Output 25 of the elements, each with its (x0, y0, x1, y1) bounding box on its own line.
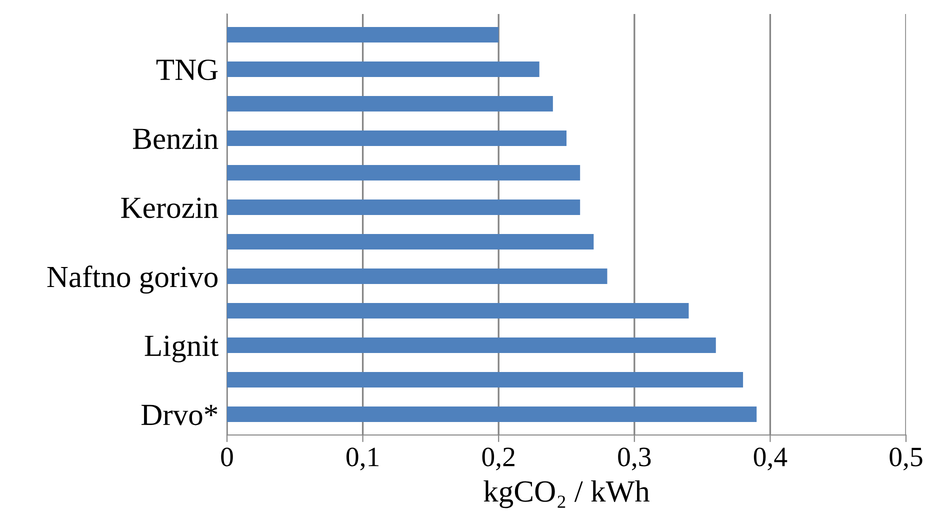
bar (227, 26, 499, 42)
x-tick-label: 0,4 (754, 448, 788, 470)
x-axis-title: kgCO₂ / kWh (484, 480, 650, 508)
y-tick-label: Benzin (132, 128, 218, 150)
bar (227, 199, 580, 216)
y-tick-label: Lignit (144, 336, 218, 362)
x-tick-label: 0,1 (346, 448, 378, 470)
x-tick-label: 0,5 (890, 448, 922, 470)
x-tick-label: 0,2 (482, 448, 514, 470)
bar (227, 303, 689, 319)
bar (227, 164, 580, 180)
bar (227, 372, 744, 388)
bar (227, 406, 757, 422)
bar (227, 338, 716, 354)
x-tick-label: 0 (221, 448, 233, 466)
y-tick-label: Naftno gorivo (47, 266, 218, 294)
bar (227, 268, 608, 284)
y-tick-label: Kerozin (121, 198, 218, 218)
y-tick-label: Drvo* (141, 404, 218, 426)
x-tick-label: 0,3 (618, 448, 651, 470)
bar (227, 130, 566, 146)
bar (227, 96, 553, 112)
bar (227, 234, 594, 250)
y-tick-label: TNG (156, 60, 218, 80)
bar (227, 61, 540, 77)
